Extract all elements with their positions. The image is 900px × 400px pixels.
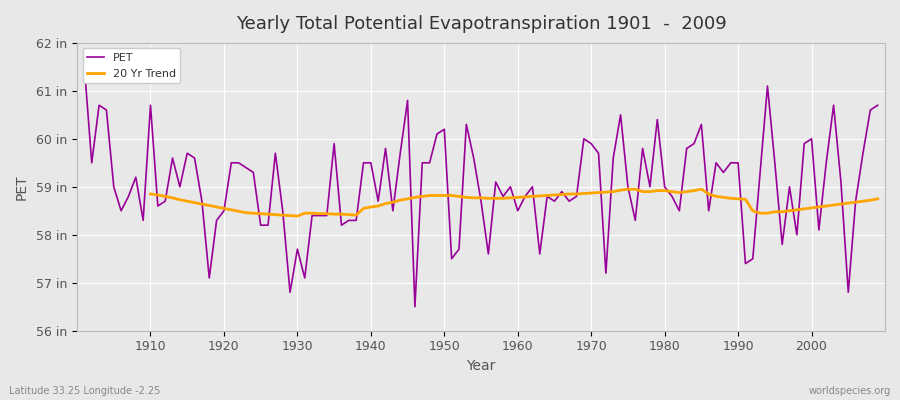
20 Yr Trend [300, 211, 310, 216]
20 Yr Trend [600, 190, 611, 194]
PET [410, 304, 420, 309]
Line: 20 Yr Trend: 20 Yr Trend [150, 189, 878, 216]
20 Yr Trend [344, 212, 355, 217]
PET [608, 156, 618, 160]
PET [344, 218, 355, 223]
PET [519, 194, 530, 199]
PET [79, 64, 90, 69]
20 Yr Trend [505, 196, 516, 200]
PET [512, 208, 523, 213]
Text: worldspecies.org: worldspecies.org [809, 386, 891, 396]
PET [138, 218, 148, 223]
Y-axis label: PET: PET [15, 174, 29, 200]
20 Yr Trend [872, 196, 883, 201]
Legend: PET, 20 Yr Trend: PET, 20 Yr Trend [83, 48, 180, 83]
X-axis label: Year: Year [466, 359, 496, 373]
PET [300, 276, 310, 280]
PET [872, 103, 883, 108]
Line: PET: PET [85, 67, 878, 307]
20 Yr Trend [512, 195, 523, 200]
Title: Yearly Total Potential Evapotranspiration 1901  -  2009: Yearly Total Potential Evapotranspiratio… [236, 15, 726, 33]
Text: Latitude 33.25 Longitude -2.25: Latitude 33.25 Longitude -2.25 [9, 386, 160, 396]
